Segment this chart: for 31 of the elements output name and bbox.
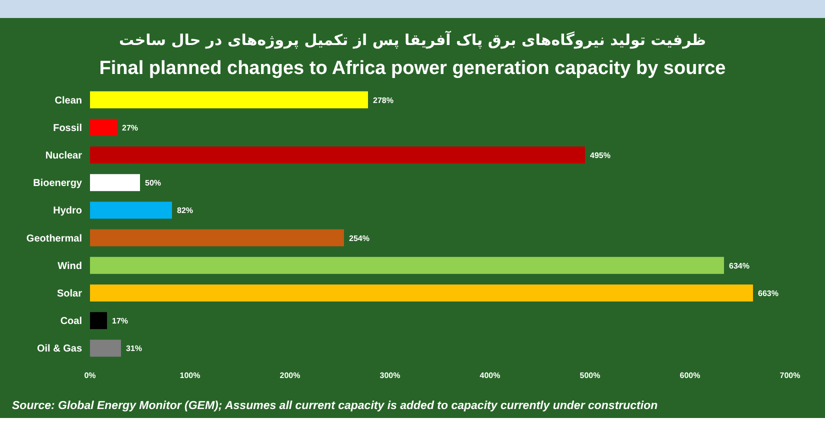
x-tick-label: 100% bbox=[180, 371, 200, 380]
y-tick-label: Solar bbox=[56, 288, 82, 300]
data-label: 278% bbox=[373, 96, 394, 105]
y-tick-label: Bioenergy bbox=[33, 178, 82, 190]
x-tick-label: 700% bbox=[780, 371, 800, 380]
data-label: 17% bbox=[112, 316, 128, 326]
x-tick-label: 0% bbox=[84, 371, 96, 380]
x-tick-label: 500% bbox=[580, 371, 600, 380]
y-tick-label: Hydro bbox=[53, 206, 82, 217]
y-tick-label: Wind bbox=[58, 260, 82, 272]
data-label: 31% bbox=[126, 344, 142, 354]
y-tick-label: Coal bbox=[60, 316, 82, 328]
data-label: 27% bbox=[122, 123, 138, 132]
data-label: 495% bbox=[590, 151, 610, 160]
data-label: 82% bbox=[177, 206, 194, 216]
y-tick-label: Nuclear bbox=[45, 150, 82, 162]
title: ظرفیت تولید نیروگاه‌های برق پاک آفریقا پس از تکمیل پروژه‌های در حال ساخت bbox=[118, 31, 706, 49]
data-label: 254% bbox=[349, 234, 370, 243]
y-tick-label: Oil & Gas bbox=[36, 344, 82, 355]
data-label: 634% bbox=[729, 261, 750, 270]
x-tick-label: 300% bbox=[380, 371, 400, 380]
y-tick-label: Clean bbox=[54, 95, 82, 106]
x-tick-label: 400% bbox=[480, 371, 500, 380]
y-tick-label: Fossil bbox=[53, 122, 82, 134]
y-tick-label: Geothermal bbox=[26, 233, 82, 244]
x-tick-label: 600% bbox=[680, 371, 700, 380]
subtitle: Final planned changes to Africa power generation capacity by source bbox=[99, 58, 726, 79]
x-tick-label: 200% bbox=[280, 371, 300, 380]
data-label: 50% bbox=[145, 178, 162, 188]
data-label: 663% bbox=[758, 289, 778, 298]
source-note: Source: Global Energy Monitor (GEM); Assumes all current capacity is added to capacity currently under construction bbox=[12, 400, 658, 412]
